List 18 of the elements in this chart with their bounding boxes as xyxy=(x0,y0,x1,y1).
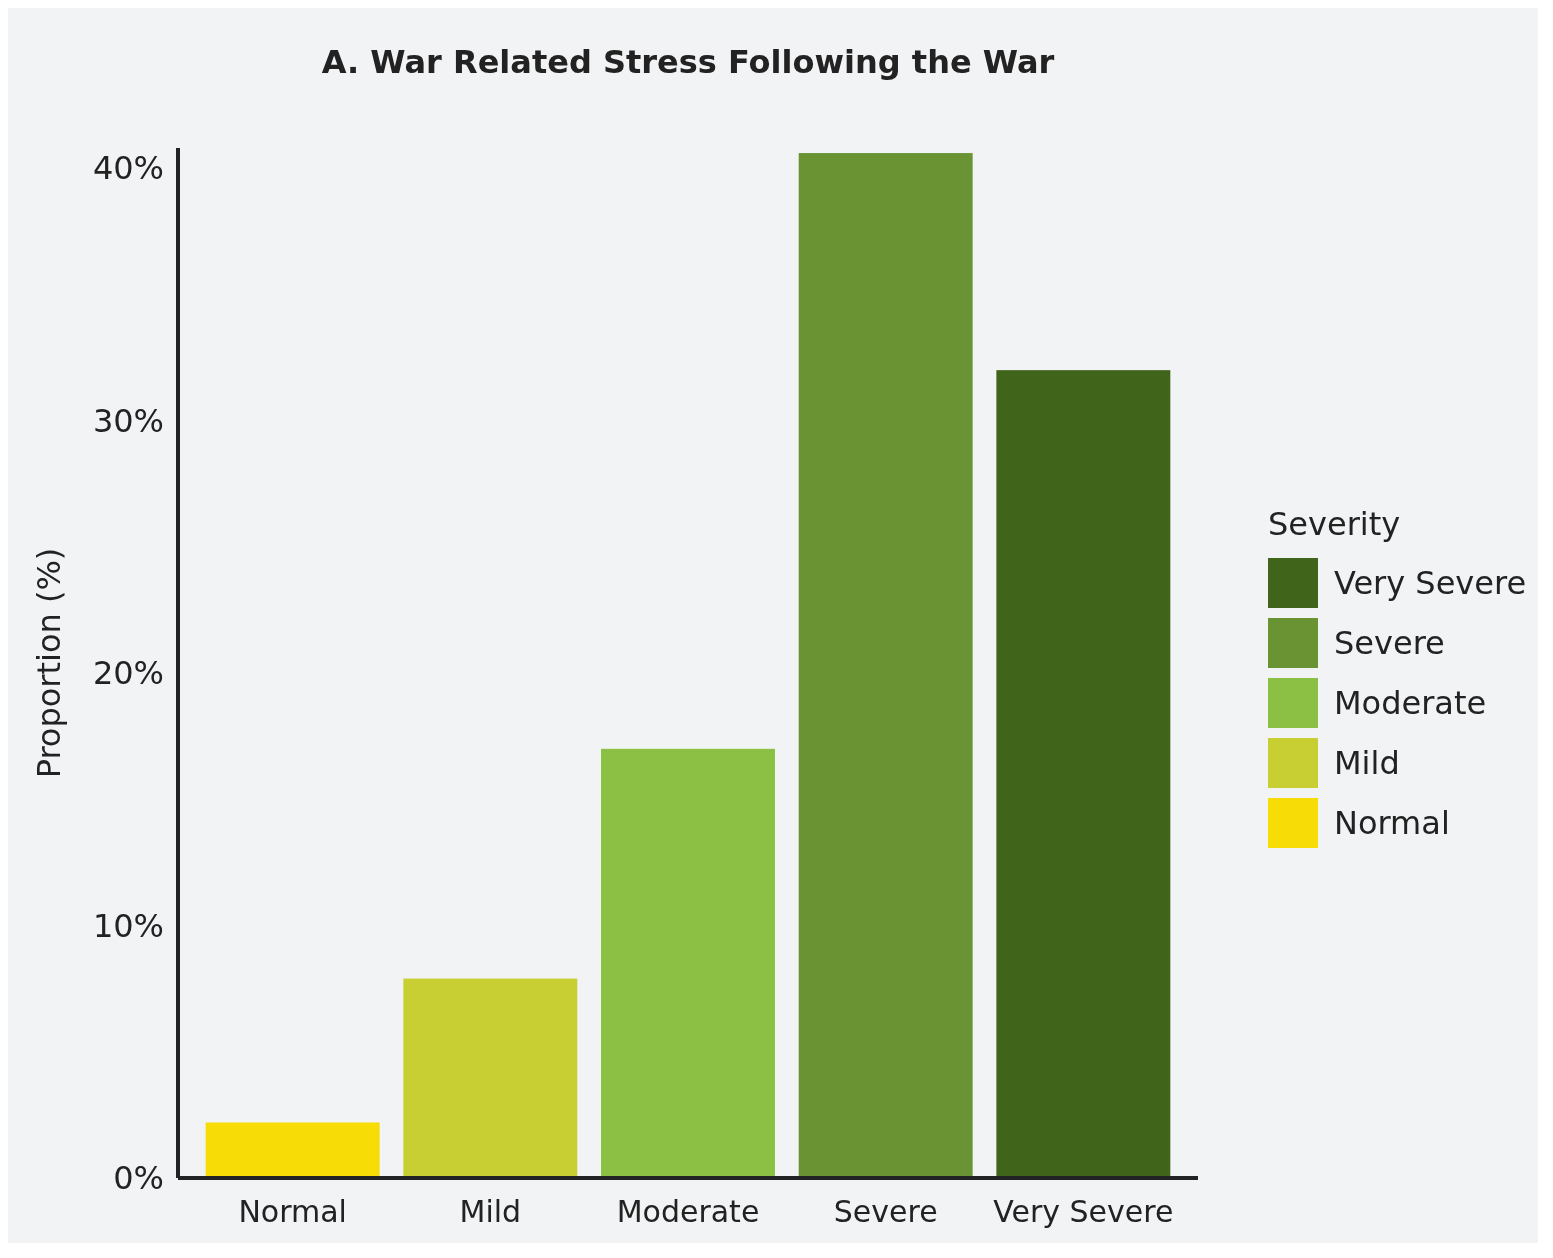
legend-label: Very Severe xyxy=(1334,564,1527,603)
y-tick-label: 0% xyxy=(113,1159,164,1198)
x-tick-label: Mild xyxy=(459,1194,522,1229)
legend-title: Severity xyxy=(1268,505,1401,543)
legend-label: Moderate xyxy=(1334,684,1487,723)
x-tick-label: Severe xyxy=(833,1194,938,1229)
x-tick-label: Moderate xyxy=(616,1194,760,1229)
x-tick-label: Very Severe xyxy=(993,1194,1174,1229)
y-tick-label: 40% xyxy=(92,149,164,188)
x-tick-label: Normal xyxy=(238,1194,347,1229)
y-tick-label: 20% xyxy=(92,654,164,693)
legend-label: Normal xyxy=(1334,804,1450,843)
legend-label: Mild xyxy=(1334,744,1400,783)
legend-label: Severe xyxy=(1334,624,1445,663)
y-tick-label: 10% xyxy=(92,906,164,945)
y-tick-label: 30% xyxy=(92,401,164,440)
chart-title: A. War Related Stress Following the War xyxy=(321,43,1055,81)
y-axis-title: Proportion (%) xyxy=(30,547,68,779)
